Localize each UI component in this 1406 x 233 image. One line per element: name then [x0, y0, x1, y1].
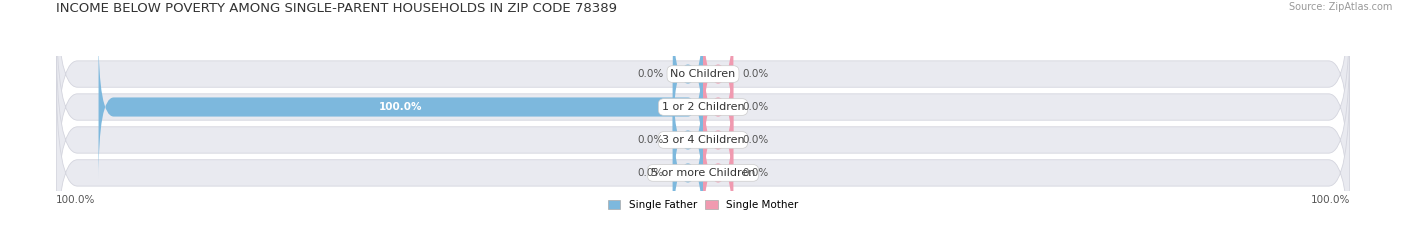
- Text: Source: ZipAtlas.com: Source: ZipAtlas.com: [1288, 2, 1392, 12]
- Text: No Children: No Children: [671, 69, 735, 79]
- FancyBboxPatch shape: [56, 71, 1350, 233]
- Text: 0.0%: 0.0%: [637, 69, 664, 79]
- Text: 100.0%: 100.0%: [380, 102, 423, 112]
- Text: 0.0%: 0.0%: [742, 168, 769, 178]
- Text: 0.0%: 0.0%: [742, 69, 769, 79]
- Text: 100.0%: 100.0%: [1310, 195, 1350, 205]
- Text: 0.0%: 0.0%: [637, 168, 664, 178]
- FancyBboxPatch shape: [703, 34, 733, 180]
- Text: 1 or 2 Children: 1 or 2 Children: [662, 102, 744, 112]
- FancyBboxPatch shape: [703, 100, 733, 233]
- FancyBboxPatch shape: [703, 1, 733, 147]
- Legend: Single Father, Single Mother: Single Father, Single Mother: [603, 196, 803, 214]
- FancyBboxPatch shape: [673, 100, 703, 233]
- Text: INCOME BELOW POVERTY AMONG SINGLE-PARENT HOUSEHOLDS IN ZIP CODE 78389: INCOME BELOW POVERTY AMONG SINGLE-PARENT…: [56, 2, 617, 15]
- FancyBboxPatch shape: [56, 0, 1350, 176]
- Text: 100.0%: 100.0%: [56, 195, 96, 205]
- FancyBboxPatch shape: [703, 67, 733, 213]
- Text: 3 or 4 Children: 3 or 4 Children: [662, 135, 744, 145]
- Text: 5 or more Children: 5 or more Children: [651, 168, 755, 178]
- FancyBboxPatch shape: [56, 5, 1350, 209]
- Text: 0.0%: 0.0%: [742, 102, 769, 112]
- FancyBboxPatch shape: [56, 38, 1350, 233]
- Text: 0.0%: 0.0%: [742, 135, 769, 145]
- FancyBboxPatch shape: [673, 1, 703, 147]
- FancyBboxPatch shape: [673, 67, 703, 213]
- Text: 0.0%: 0.0%: [637, 135, 664, 145]
- FancyBboxPatch shape: [98, 34, 703, 180]
